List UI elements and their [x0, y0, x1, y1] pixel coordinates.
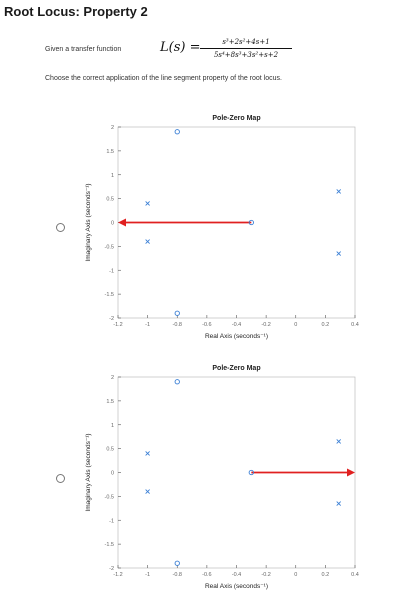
- y-tick-label: 1: [111, 173, 114, 179]
- x-tick-label: -1.2: [113, 572, 122, 578]
- option-1-plot: Pole-Zero Map -1.2 -1 -0.8 -0.6 -0.4 -0.2 0 0.2 0…: [0, 106, 407, 346]
- x-tick-label: -0.6: [202, 572, 211, 578]
- pole-marker: [145, 451, 150, 456]
- x-tick-label: 0: [294, 322, 297, 328]
- pole-marker: [336, 189, 342, 194]
- chart-title: Pole-Zero Map: [212, 365, 260, 372]
- locus-arrow-head: [347, 468, 355, 477]
- y-tick-label: 1.5: [106, 399, 114, 405]
- y-tick-label: 1.5: [106, 149, 114, 155]
- transfer-function-denominator: 5s⁴+8s³+3s²+s+2: [213, 51, 279, 59]
- y-tick-label: 1: [111, 423, 114, 429]
- y-axis-label: Imaginary Axis (seconds⁻¹): [85, 183, 92, 261]
- y-tick-label: -2: [109, 566, 114, 572]
- x-tick-label: 0: [294, 572, 297, 578]
- option-2-radio[interactable]: [56, 474, 65, 483]
- instruction-text: Choose the correct application of the li…: [45, 75, 282, 82]
- y-tick-label: 0.5: [106, 197, 114, 203]
- zero-marker: [174, 129, 180, 135]
- y-tick-label: -1: [109, 518, 114, 524]
- x-tick-label: 0.4: [351, 322, 359, 328]
- x-tick-label: 0.2: [322, 572, 330, 578]
- pole-marker: [336, 501, 342, 506]
- pole-marker: [145, 489, 150, 494]
- x-tick-label: 0.2: [322, 322, 330, 328]
- x-tick-label: -1: [145, 322, 150, 328]
- pole-marker: [336, 439, 342, 444]
- chart-title: Pole-Zero Map: [212, 115, 260, 122]
- y-tick-label: -0.5: [105, 494, 114, 500]
- y-axis-label: Imaginary Axis (seconds⁻¹): [85, 433, 92, 511]
- transfer-function-fraction: s³+2s²+4s+1 5s⁴+8s³+3s²+s+2: [200, 37, 292, 60]
- y-tick-label: 0: [111, 221, 114, 227]
- pole-zero-map-1: Pole-Zero Map -1.2 -1 -0.8 -0.6 -0.4 -0.2 0 0.2 0…: [85, 115, 359, 340]
- pole-zero-map-2: Pole-Zero Map -1.2 -1 -0.8 -0.6 -0.4 -0.2 0 0.2 0…: [85, 365, 359, 590]
- x-tick-label: -0.8: [173, 322, 182, 328]
- x-tick-label: 0.4: [351, 572, 359, 578]
- pole-marker: [145, 201, 150, 206]
- y-tick-label: 2: [111, 125, 114, 131]
- locus-arrow-head: [118, 218, 126, 227]
- y-tick-label: 2: [111, 375, 114, 381]
- zero-marker: [174, 379, 180, 385]
- page-title: Root Locus: Property 2: [4, 4, 148, 19]
- y-tick-label: -0.5: [105, 244, 114, 250]
- zero-marker: [174, 310, 180, 316]
- x-tick-label: -0.6: [202, 322, 211, 328]
- y-tick-label: -1.5: [105, 542, 114, 548]
- y-tick-label: -1.5: [105, 292, 114, 298]
- x-axis-label: Real Axis (seconds⁻¹): [205, 583, 268, 590]
- given-label: Given a transfer function: [45, 46, 122, 53]
- x-tick-label: -0.8: [173, 572, 182, 578]
- fraction-bar: [200, 48, 292, 49]
- x-tick-label: -0.4: [232, 322, 241, 328]
- x-tick-label: -0.4: [232, 572, 241, 578]
- zero-marker: [174, 560, 180, 566]
- y-tick-label: 0: [111, 471, 114, 477]
- x-tick-label: -1.2: [113, 322, 122, 328]
- x-tick-label: -1: [145, 572, 150, 578]
- y-tick-label: -1: [109, 268, 114, 274]
- x-tick-label: -0.2: [261, 572, 270, 578]
- y-tick-label: 0.5: [106, 447, 114, 453]
- transfer-function-lhs: L(s) =: [160, 40, 201, 55]
- zero-marker: [248, 219, 254, 226]
- x-tick-label: -0.2: [261, 322, 270, 328]
- pole-marker: [336, 251, 342, 256]
- y-tick-label: -2: [109, 316, 114, 322]
- option-2-plot: Pole-Zero Map -1.2 -1 -0.8 -0.6 -0.4 -0.2 0 0.2 0…: [0, 356, 407, 596]
- transfer-function-numerator: s³+2s²+4s+1: [222, 38, 270, 46]
- zero-marker: [248, 469, 254, 476]
- title-bar: Root Locus: Property 2: [0, 0, 407, 22]
- pole-marker: [145, 239, 150, 244]
- option-1-radio[interactable]: [56, 223, 65, 232]
- x-axis-label: Real Axis (seconds⁻¹): [205, 333, 268, 340]
